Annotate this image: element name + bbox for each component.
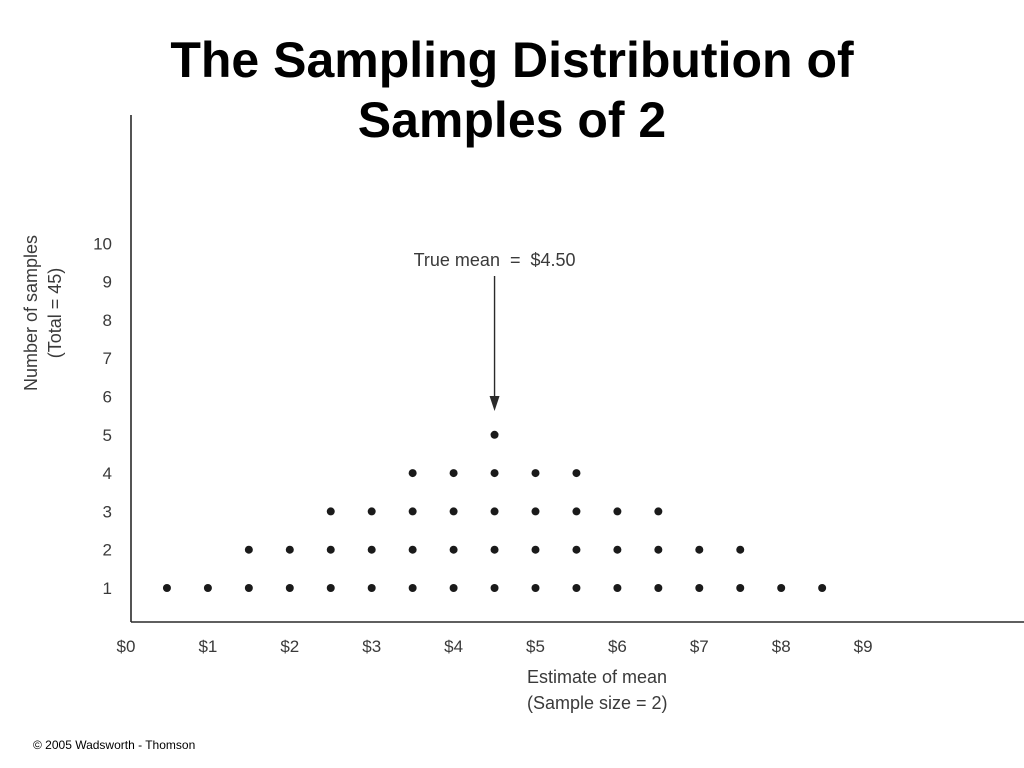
x-tick-label: $6 xyxy=(608,637,627,656)
data-point xyxy=(408,507,417,516)
data-point xyxy=(490,430,499,439)
true-mean-label: True mean = $4.50 xyxy=(414,250,576,270)
data-point xyxy=(818,584,827,592)
x-tick-label: $1 xyxy=(198,637,217,656)
data-point xyxy=(572,469,581,478)
data-point xyxy=(572,545,581,554)
data-point xyxy=(777,584,786,592)
y-axis-title: Number of samples (Total = 45) xyxy=(21,235,65,391)
y-tick-label: 6 xyxy=(103,388,112,407)
true-mean-annotation: True mean = $4.50 xyxy=(414,250,576,411)
data-point xyxy=(408,584,417,592)
slide-title-line-1: The Sampling Distribution of xyxy=(170,32,854,88)
data-point xyxy=(367,545,376,554)
slide-title: The Sampling Distribution of Samples of … xyxy=(0,30,1024,150)
y-tick-label: 9 xyxy=(103,273,112,292)
data-point xyxy=(490,507,499,516)
data-point xyxy=(531,545,540,554)
data-point xyxy=(736,584,745,592)
data-point xyxy=(244,545,253,554)
x-tick-label: $0 xyxy=(117,637,136,656)
y-tick-label: 3 xyxy=(103,502,112,521)
y-tick-label: 2 xyxy=(103,541,112,560)
data-point xyxy=(654,584,663,592)
y-tick-label: 10 xyxy=(93,234,112,253)
y-tick-label: 5 xyxy=(103,426,112,445)
axes xyxy=(130,115,1024,623)
data-point xyxy=(449,584,458,592)
data-point xyxy=(736,545,745,554)
data-point xyxy=(285,545,294,554)
data-point xyxy=(490,469,499,478)
data-point xyxy=(572,507,581,516)
data-point xyxy=(285,584,294,592)
data-point xyxy=(531,469,540,478)
slide-title-line-2: Samples of 2 xyxy=(357,92,667,148)
data-point xyxy=(490,545,499,554)
x-tick-labels: $0 $1 $2 $3 $4 $5 $6 $7 $8 $9 xyxy=(117,637,873,656)
data-point xyxy=(449,469,458,478)
data-point xyxy=(490,584,499,592)
data-point xyxy=(162,584,171,592)
true-mean-arrowhead xyxy=(489,396,500,411)
data-point xyxy=(613,584,622,592)
data-point xyxy=(408,545,417,554)
y-tick-label: 8 xyxy=(103,311,112,330)
x-tick-label: $2 xyxy=(280,637,299,656)
data-point xyxy=(572,584,581,592)
x-axis-title: Estimate of mean (Sample size = 2) xyxy=(527,667,668,713)
y-tick-labels: 1 2 3 4 5 6 7 8 9 10 xyxy=(93,234,112,598)
x-tick-label: $4 xyxy=(444,637,463,656)
data-point xyxy=(531,584,540,592)
data-point xyxy=(695,545,704,554)
data-point xyxy=(654,507,663,516)
y-tick-label: 1 xyxy=(103,579,112,598)
x-tick-label: $5 xyxy=(526,637,545,656)
data-point xyxy=(531,507,540,516)
y-axis-title-line-1: Number of samples xyxy=(21,235,41,391)
data-point xyxy=(613,545,622,554)
copyright-footer: © 2005 Wadsworth - Thomson xyxy=(33,738,196,752)
data-point xyxy=(203,584,212,592)
data-points xyxy=(162,430,827,592)
y-axis-title-line-2: (Total = 45) xyxy=(45,268,65,359)
data-point xyxy=(449,545,458,554)
x-tick-label: $9 xyxy=(854,637,873,656)
x-axis-title-line-2: (Sample size = 2) xyxy=(527,693,668,713)
data-point xyxy=(613,507,622,516)
y-tick-label: 4 xyxy=(103,464,112,483)
data-point xyxy=(449,507,458,516)
x-tick-label: $8 xyxy=(772,637,791,656)
x-axis-title-line-1: Estimate of mean xyxy=(527,667,667,687)
data-point xyxy=(367,584,376,592)
data-point xyxy=(367,507,376,516)
data-point xyxy=(695,584,704,592)
y-tick-label: 7 xyxy=(103,349,112,368)
data-point xyxy=(654,545,663,554)
data-point xyxy=(326,545,335,554)
x-tick-label: $3 xyxy=(362,637,381,656)
data-point xyxy=(326,584,335,592)
data-point xyxy=(408,469,417,478)
data-point xyxy=(326,507,335,516)
x-tick-label: $7 xyxy=(690,637,709,656)
data-point xyxy=(244,584,253,592)
